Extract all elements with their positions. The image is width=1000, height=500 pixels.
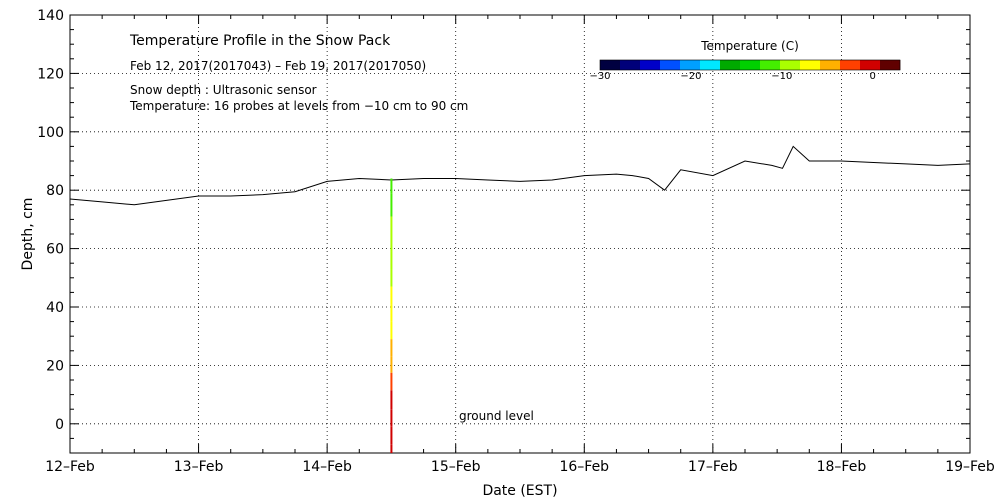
temperature-probe-segment — [390, 286, 393, 305]
colorbar-cell — [840, 60, 861, 70]
y-tick-label: 40 — [46, 300, 64, 316]
ground-level-annotation: ground level — [459, 409, 534, 423]
note-snow-depth: Snow depth : Ultrasonic sensor — [130, 83, 317, 97]
temperature-probe-segment — [390, 372, 393, 391]
x-tick-label: 14–Feb — [302, 459, 352, 475]
colorbar-labels: −30 −20 −10 0 — [589, 71, 875, 82]
colorbar-cell — [700, 60, 721, 70]
colorbar-title: Temperature (C) — [700, 39, 799, 53]
plot-frame — [69, 14, 971, 454]
chart-subtitle: Feb 12, 2017(2017043) – Feb 19, 2017(201… — [130, 59, 426, 73]
note-temperature-probes: Temperature: 16 probes at levels from −1… — [129, 99, 468, 113]
x-tick-label: 17–Feb — [688, 459, 738, 475]
temperature-probe-segment — [390, 426, 393, 445]
y-tick-label: 60 — [46, 242, 64, 258]
colorbar-cell — [600, 60, 621, 70]
colorbar-cell — [720, 60, 741, 70]
temperature-probe-segment — [390, 304, 393, 322]
temperature-probe-segment — [390, 234, 393, 252]
colorbar-cell — [880, 60, 901, 70]
colorbar-cell — [640, 60, 661, 70]
chart-title: Temperature Profile in the Snow Pack — [129, 33, 391, 49]
colorbar-cell — [660, 60, 681, 70]
temperature-probe-segment — [390, 339, 393, 357]
colorbar-cell — [760, 60, 781, 70]
temperature-colorbar: Temperature (C) −30 −20 −10 0 — [589, 39, 901, 82]
series-layer — [69, 145, 971, 453]
colorbar-border — [599, 59, 901, 71]
x-tick-label: 16–Feb — [559, 459, 609, 475]
y-tick-label: 140 — [37, 8, 64, 24]
y-tick-label: 80 — [46, 183, 64, 199]
colorbar-cell — [780, 60, 801, 70]
temperature-probe-segment — [390, 216, 393, 234]
x-tick-label: 13–Feb — [174, 459, 224, 475]
colorbar-cell — [800, 60, 821, 70]
temperature-probe-segment — [390, 409, 393, 427]
x-tick-label: 12–Feb — [45, 459, 95, 475]
temperature-probe-segment — [390, 321, 393, 340]
x-tick-label: 18–Feb — [817, 459, 867, 475]
x-tick-label: 15–Feb — [431, 459, 481, 475]
colorbar-cell — [820, 60, 841, 70]
temperature-probe-segment — [390, 390, 393, 410]
y-tick-label: 0 — [55, 417, 64, 433]
y-tick-labels: 0 20 40 60 80 100 120 140 — [37, 8, 64, 433]
axis-ticks — [69, 14, 971, 454]
colorbar-tick-label: −10 — [771, 71, 792, 82]
y-tick-label: 120 — [37, 66, 64, 82]
colorbar-tick-label: −20 — [680, 71, 701, 82]
y-axis-title: Depth, cm — [20, 198, 36, 271]
colorbar-cell — [680, 60, 701, 70]
temperature-probe-segment — [390, 269, 393, 287]
x-axis-title: Date (EST) — [482, 483, 557, 499]
temperature-probe-segment — [390, 444, 393, 453]
x-tick-label: 19–Feb — [945, 459, 995, 475]
temperature-probe-segment — [390, 251, 393, 270]
colorbar-tick-label: −30 — [589, 71, 610, 82]
colorbar-tick-label: 0 — [870, 71, 876, 82]
colorbar-cells — [599, 59, 901, 71]
y-tick-label: 100 — [37, 125, 64, 141]
temperature-probe-segment — [390, 193, 393, 217]
y-tick-label: 20 — [46, 358, 64, 374]
temperature-probe-segment — [390, 356, 393, 373]
colorbar-cell — [620, 60, 641, 70]
colorbar-cell — [860, 60, 881, 70]
grid-lines — [70, 14, 970, 453]
colorbar-cell — [740, 60, 761, 70]
x-tick-labels: 12–Feb 13–Feb 14–Feb 15–Feb 16–Feb 17–Feb 18–F… — [45, 459, 995, 475]
snow-depth-line — [69, 145, 971, 206]
temperature-probe-segment — [390, 178, 393, 194]
